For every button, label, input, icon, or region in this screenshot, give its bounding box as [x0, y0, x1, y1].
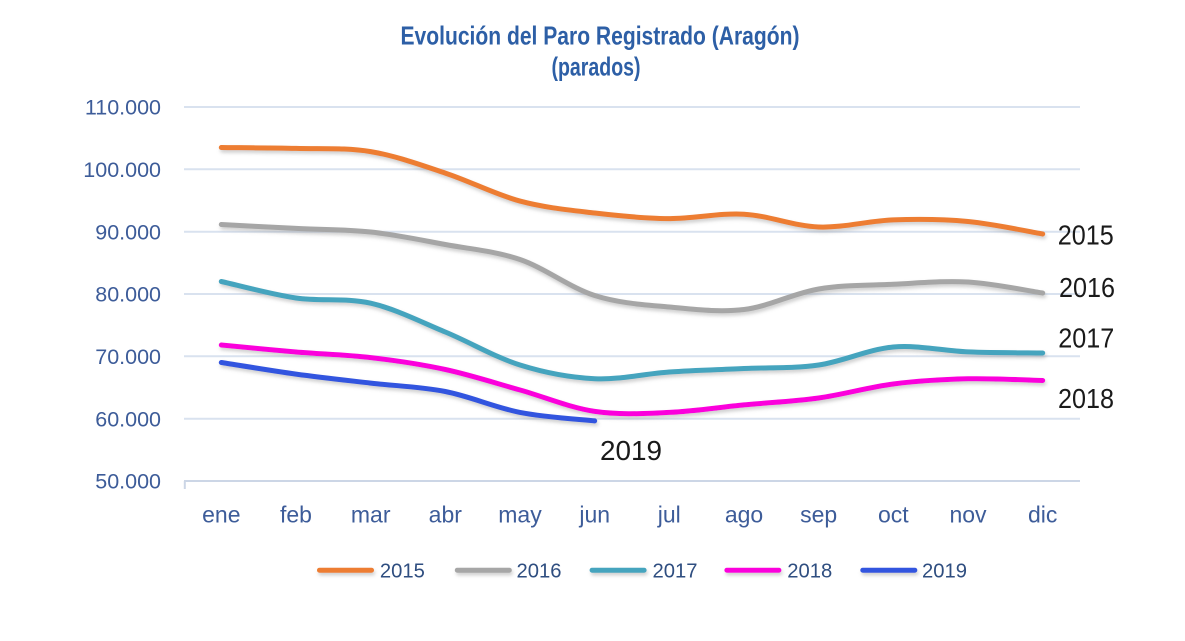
svg-text:dic: dic	[1028, 502, 1057, 528]
svg-text:may: may	[498, 502, 542, 528]
svg-text:2019: 2019	[600, 435, 662, 466]
svg-text:nov: nov	[949, 502, 987, 528]
svg-text:2015: 2015	[1058, 219, 1114, 250]
svg-text:50.000: 50.000	[95, 470, 161, 494]
svg-text:2016: 2016	[1059, 272, 1115, 303]
svg-text:80.000: 80.000	[95, 283, 161, 307]
svg-text:110.000: 110.000	[85, 96, 161, 120]
svg-text:mar: mar	[351, 502, 391, 528]
svg-text:jun: jun	[578, 502, 610, 528]
svg-text:(parados): (parados)	[552, 52, 641, 82]
svg-text:2015: 2015	[380, 560, 425, 582]
svg-text:oct: oct	[878, 502, 909, 528]
svg-text:feb: feb	[280, 502, 312, 528]
svg-text:sep: sep	[800, 502, 837, 528]
svg-text:ene: ene	[202, 502, 240, 528]
svg-text:70.000: 70.000	[95, 345, 161, 369]
svg-text:2016: 2016	[517, 560, 562, 582]
svg-text:90.000: 90.000	[95, 220, 161, 244]
svg-text:2018: 2018	[787, 560, 832, 582]
svg-text:60.000: 60.000	[95, 407, 161, 431]
svg-text:2017: 2017	[653, 560, 698, 582]
svg-text:abr: abr	[429, 502, 463, 528]
svg-text:Evolución del Paro Registrado: Evolución del Paro Registrado (Aragón)	[401, 21, 800, 51]
svg-text:100.000: 100.000	[83, 158, 161, 182]
svg-text:jul: jul	[657, 502, 681, 528]
svg-text:ago: ago	[725, 502, 763, 528]
svg-text:2017: 2017	[1058, 322, 1114, 353]
svg-text:2018: 2018	[1058, 383, 1114, 414]
svg-text:2019: 2019	[922, 560, 967, 582]
